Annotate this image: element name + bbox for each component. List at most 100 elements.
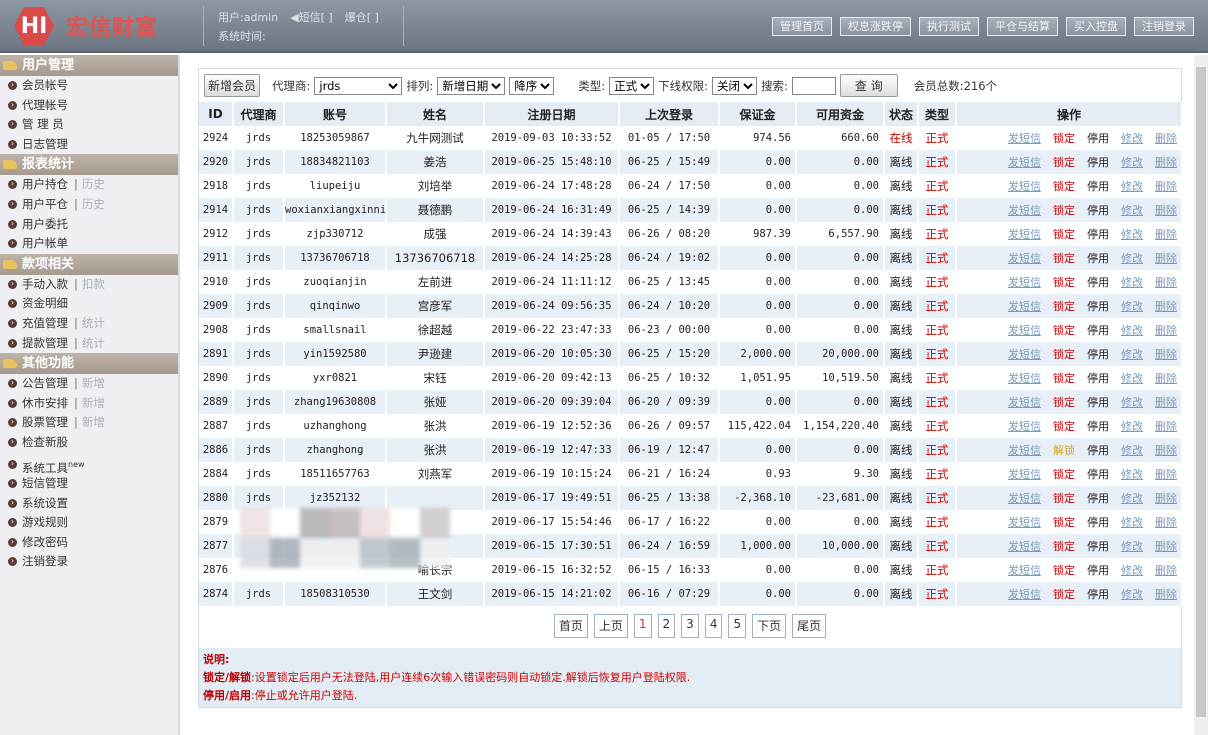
- disable-link[interactable]: 停用: [1087, 156, 1109, 169]
- lock-toggle-link[interactable]: 锁定: [1053, 564, 1075, 577]
- lock-toggle-link[interactable]: 锁定: [1053, 420, 1075, 433]
- delete-link[interactable]: 删除: [1155, 276, 1177, 289]
- send-sms-link[interactable]: 发短信: [1008, 396, 1041, 409]
- delete-link[interactable]: 删除: [1155, 156, 1177, 169]
- sidebar-item[interactable]: 修改密码: [0, 533, 178, 553]
- sidebar-group-header[interactable]: 报表统计: [0, 154, 178, 176]
- type-select[interactable]: 正式: [609, 76, 655, 95]
- disable-link[interactable]: 停用: [1087, 348, 1109, 361]
- sidebar-item[interactable]: 注销登录: [0, 552, 178, 572]
- send-sms-link[interactable]: 发短信: [1008, 468, 1041, 481]
- page-5-button[interactable]: 5: [728, 614, 747, 638]
- sidebar-item[interactable]: 资金明细: [0, 294, 178, 314]
- scrollbar-thumb[interactable]: [1196, 67, 1206, 717]
- sidebar-group-header[interactable]: 款项相关: [0, 253, 178, 275]
- first-page-button[interactable]: 首页: [553, 614, 588, 638]
- disable-link[interactable]: 停用: [1087, 468, 1109, 481]
- disable-link[interactable]: 停用: [1087, 180, 1109, 193]
- delete-link[interactable]: 删除: [1155, 516, 1177, 529]
- page-2-button[interactable]: 2: [657, 614, 676, 638]
- edit-link[interactable]: 修改: [1121, 228, 1143, 241]
- disable-link[interactable]: 停用: [1087, 204, 1109, 217]
- send-sms-link[interactable]: 发短信: [1008, 348, 1041, 361]
- sidebar-item[interactable]: 手动入款 |扣款: [0, 275, 178, 295]
- send-sms-link[interactable]: 发短信: [1008, 300, 1041, 313]
- lock-toggle-link[interactable]: 锁定: [1053, 324, 1075, 337]
- query-button[interactable]: 查 询: [839, 74, 898, 97]
- delete-link[interactable]: 删除: [1155, 372, 1177, 385]
- edit-link[interactable]: 修改: [1121, 444, 1143, 457]
- sidebar-item[interactable]: 游戏规则: [0, 513, 178, 533]
- sidebar-item[interactable]: 短信管理: [0, 474, 178, 494]
- sidebar-item[interactable]: 系统工具new: [0, 455, 178, 474]
- send-sms-link[interactable]: 发短信: [1008, 180, 1041, 193]
- sidebar-item[interactable]: 用户委托: [0, 215, 178, 235]
- disable-link[interactable]: 停用: [1087, 540, 1109, 553]
- delete-link[interactable]: 删除: [1155, 132, 1177, 145]
- lock-toggle-link[interactable]: 锁定: [1053, 180, 1075, 193]
- scrollbar[interactable]: [1194, 55, 1208, 735]
- send-sms-link[interactable]: 发短信: [1008, 492, 1041, 505]
- edit-link[interactable]: 修改: [1121, 468, 1143, 481]
- send-sms-link[interactable]: 发短信: [1008, 588, 1041, 601]
- disable-link[interactable]: 停用: [1087, 372, 1109, 385]
- disable-link[interactable]: 停用: [1087, 420, 1109, 433]
- edit-link[interactable]: 修改: [1121, 324, 1143, 337]
- send-sms-link[interactable]: 发短信: [1008, 276, 1041, 289]
- lock-toggle-link[interactable]: 锁定: [1053, 228, 1075, 241]
- sidebar-item[interactable]: 公告管理 |新增: [0, 374, 178, 394]
- lock-toggle-link[interactable]: 锁定: [1053, 396, 1075, 409]
- disable-link[interactable]: 停用: [1087, 324, 1109, 337]
- edit-link[interactable]: 修改: [1121, 564, 1143, 577]
- sidebar-sub-link[interactable]: 统计: [81, 315, 105, 330]
- order-select[interactable]: 降序: [509, 76, 555, 95]
- lock-toggle-link[interactable]: 锁定: [1053, 348, 1075, 361]
- delete-link[interactable]: 删除: [1155, 444, 1177, 457]
- sidebar-sub-link[interactable]: 新增: [81, 395, 105, 410]
- last-page-button[interactable]: 尾页: [792, 614, 827, 638]
- send-sms-link[interactable]: 发短信: [1008, 540, 1041, 553]
- sidebar-sub-link[interactable]: 统计: [81, 335, 105, 350]
- edit-link[interactable]: 修改: [1121, 492, 1143, 505]
- sidebar-sub-link[interactable]: 新增: [81, 415, 105, 430]
- edit-link[interactable]: 修改: [1121, 396, 1143, 409]
- delete-link[interactable]: 删除: [1155, 324, 1177, 337]
- sidebar-item[interactable]: 会员帐号: [0, 76, 178, 96]
- edit-link[interactable]: 修改: [1121, 588, 1143, 601]
- sidebar-group-header[interactable]: 用户管理: [0, 55, 178, 76]
- delete-link[interactable]: 删除: [1155, 204, 1177, 217]
- sidebar-item[interactable]: 休市安排 |新增: [0, 394, 178, 414]
- delete-link[interactable]: 删除: [1155, 540, 1177, 553]
- lock-toggle-link[interactable]: 锁定: [1053, 252, 1075, 265]
- disable-link[interactable]: 停用: [1087, 564, 1109, 577]
- edit-link[interactable]: 修改: [1121, 132, 1143, 145]
- send-sms-link[interactable]: 发短信: [1008, 132, 1041, 145]
- sidebar-group-header[interactable]: 其他功能: [0, 353, 178, 375]
- delete-link[interactable]: 删除: [1155, 300, 1177, 313]
- lock-toggle-link[interactable]: 锁定: [1053, 204, 1075, 217]
- edit-link[interactable]: 修改: [1121, 252, 1143, 265]
- top-button[interactable]: 买入控盘: [1066, 17, 1126, 36]
- lock-toggle-link[interactable]: 锁定: [1053, 588, 1075, 601]
- sidebar-item[interactable]: 检查新股: [0, 433, 178, 453]
- disable-link[interactable]: 停用: [1087, 492, 1109, 505]
- send-sms-link[interactable]: 发短信: [1008, 156, 1041, 169]
- sidebar-item[interactable]: 日志管理: [0, 135, 178, 155]
- sidebar-sub-link[interactable]: 历史: [81, 177, 105, 192]
- delete-link[interactable]: 删除: [1155, 180, 1177, 193]
- disable-link[interactable]: 停用: [1087, 252, 1109, 265]
- sidebar-item[interactable]: 代理帐号: [0, 96, 178, 116]
- disable-link[interactable]: 停用: [1087, 516, 1109, 529]
- agent-select[interactable]: jrds: [314, 76, 403, 95]
- delete-link[interactable]: 删除: [1155, 564, 1177, 577]
- sidebar-item[interactable]: 股票管理 |新增: [0, 413, 178, 433]
- edit-link[interactable]: 修改: [1121, 540, 1143, 553]
- sidebar-item[interactable]: 用户平仓 |历史: [0, 195, 178, 215]
- add-member-button[interactable]: 新增会员: [204, 74, 261, 97]
- lock-toggle-link[interactable]: 锁定: [1053, 516, 1075, 529]
- sidebar-item[interactable]: 用户持仓 |历史: [0, 175, 178, 195]
- lock-toggle-link[interactable]: 锁定: [1053, 372, 1075, 385]
- send-sms-link[interactable]: 发短信: [1008, 516, 1041, 529]
- disable-link[interactable]: 停用: [1087, 588, 1109, 601]
- edit-link[interactable]: 修改: [1121, 348, 1143, 361]
